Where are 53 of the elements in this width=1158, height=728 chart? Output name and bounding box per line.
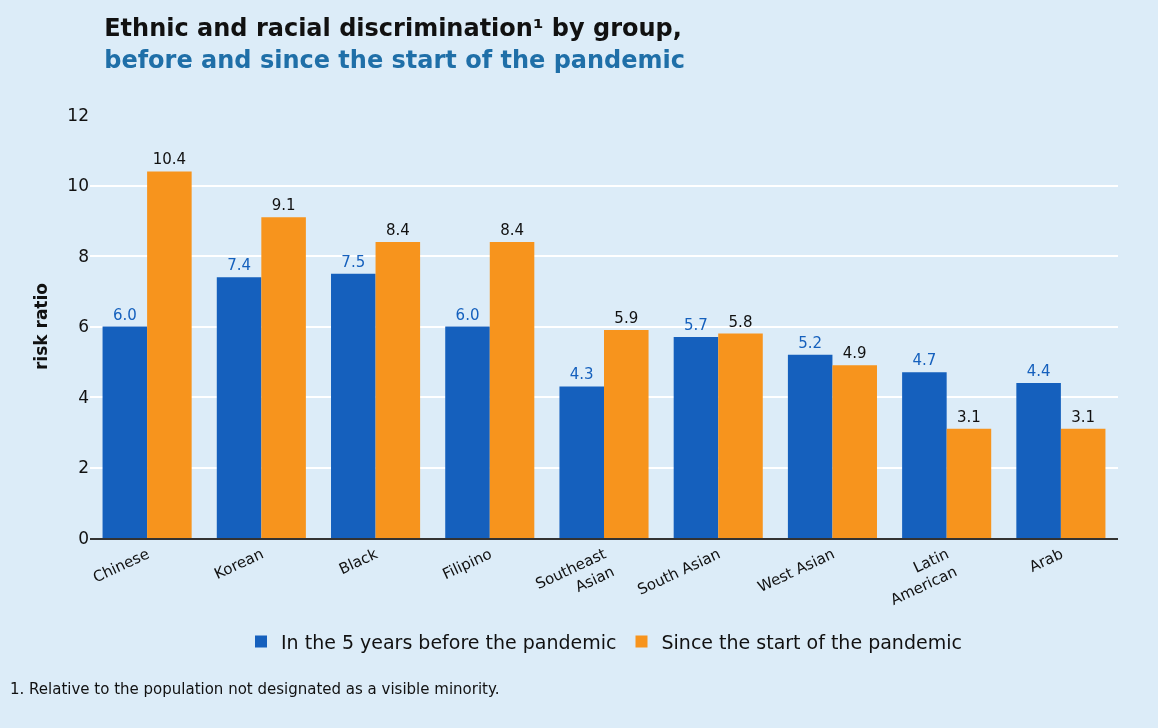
y-tick-label: 8 (78, 245, 89, 266)
bar (261, 217, 306, 538)
y-tick-label: 6 (78, 316, 89, 337)
data-label: 7.4 (227, 256, 251, 275)
chart-title: Ethnic and racial discrimination¹ by group, (104, 14, 682, 43)
data-label: 4.3 (569, 365, 594, 384)
bar (902, 372, 947, 538)
legend-label: In the 5 years before the pandemic (281, 630, 617, 653)
data-label: 8.4 (385, 220, 410, 239)
bar (787, 354, 833, 538)
data-label: 4.7 (912, 351, 937, 370)
bar (559, 386, 604, 538)
data-label: 6.0 (112, 305, 137, 324)
data-label: 5.8 (728, 312, 753, 331)
data-label: 3.1 (957, 407, 981, 426)
bar (147, 171, 192, 538)
bar (331, 273, 376, 538)
chart-subtitle: before and since the start of the pandemic (104, 45, 686, 74)
y-tick-label: 0 (78, 527, 89, 548)
bar (1016, 382, 1061, 538)
y-axis-title: risk ratio (30, 282, 51, 371)
data-label: 4.4 (1026, 361, 1051, 380)
y-tick-label: 12 (67, 104, 89, 125)
data-label: 9.1 (271, 196, 296, 215)
bar (216, 277, 262, 538)
data-label: 5.9 (614, 309, 639, 328)
data-label: 8.4 (500, 220, 524, 239)
data-label: 3.1 (1071, 407, 1096, 426)
x-tick-label: Arab (1026, 544, 1066, 576)
data-label: 5.7 (684, 316, 708, 335)
x-tick-label: South Asian (634, 544, 724, 599)
bar (375, 241, 421, 538)
legend-label: Since the start of the pandemic (661, 630, 962, 653)
y-tick-label: 2 (78, 457, 89, 478)
y-tick-label: 4 (78, 386, 89, 407)
bar (832, 365, 877, 538)
data-label: 7.5 (341, 252, 366, 271)
x-tick-label: Black (336, 544, 381, 579)
data-label: 5.2 (798, 333, 823, 352)
bar (102, 326, 148, 538)
bar (489, 241, 535, 538)
bar (1060, 428, 1106, 538)
bar (718, 333, 763, 538)
bar (946, 428, 992, 538)
bar (604, 330, 649, 538)
bar (673, 337, 719, 538)
data-label: 6.0 (455, 305, 480, 324)
text: 1. Relative to the population not designated as a visible minority. (10, 680, 500, 698)
y-tick-label: 10 (67, 175, 89, 196)
data-label: 10.4 (152, 150, 187, 169)
bar (445, 326, 490, 538)
data-label: 4.9 (842, 344, 867, 363)
x-tick-label: West Asian (754, 544, 838, 596)
